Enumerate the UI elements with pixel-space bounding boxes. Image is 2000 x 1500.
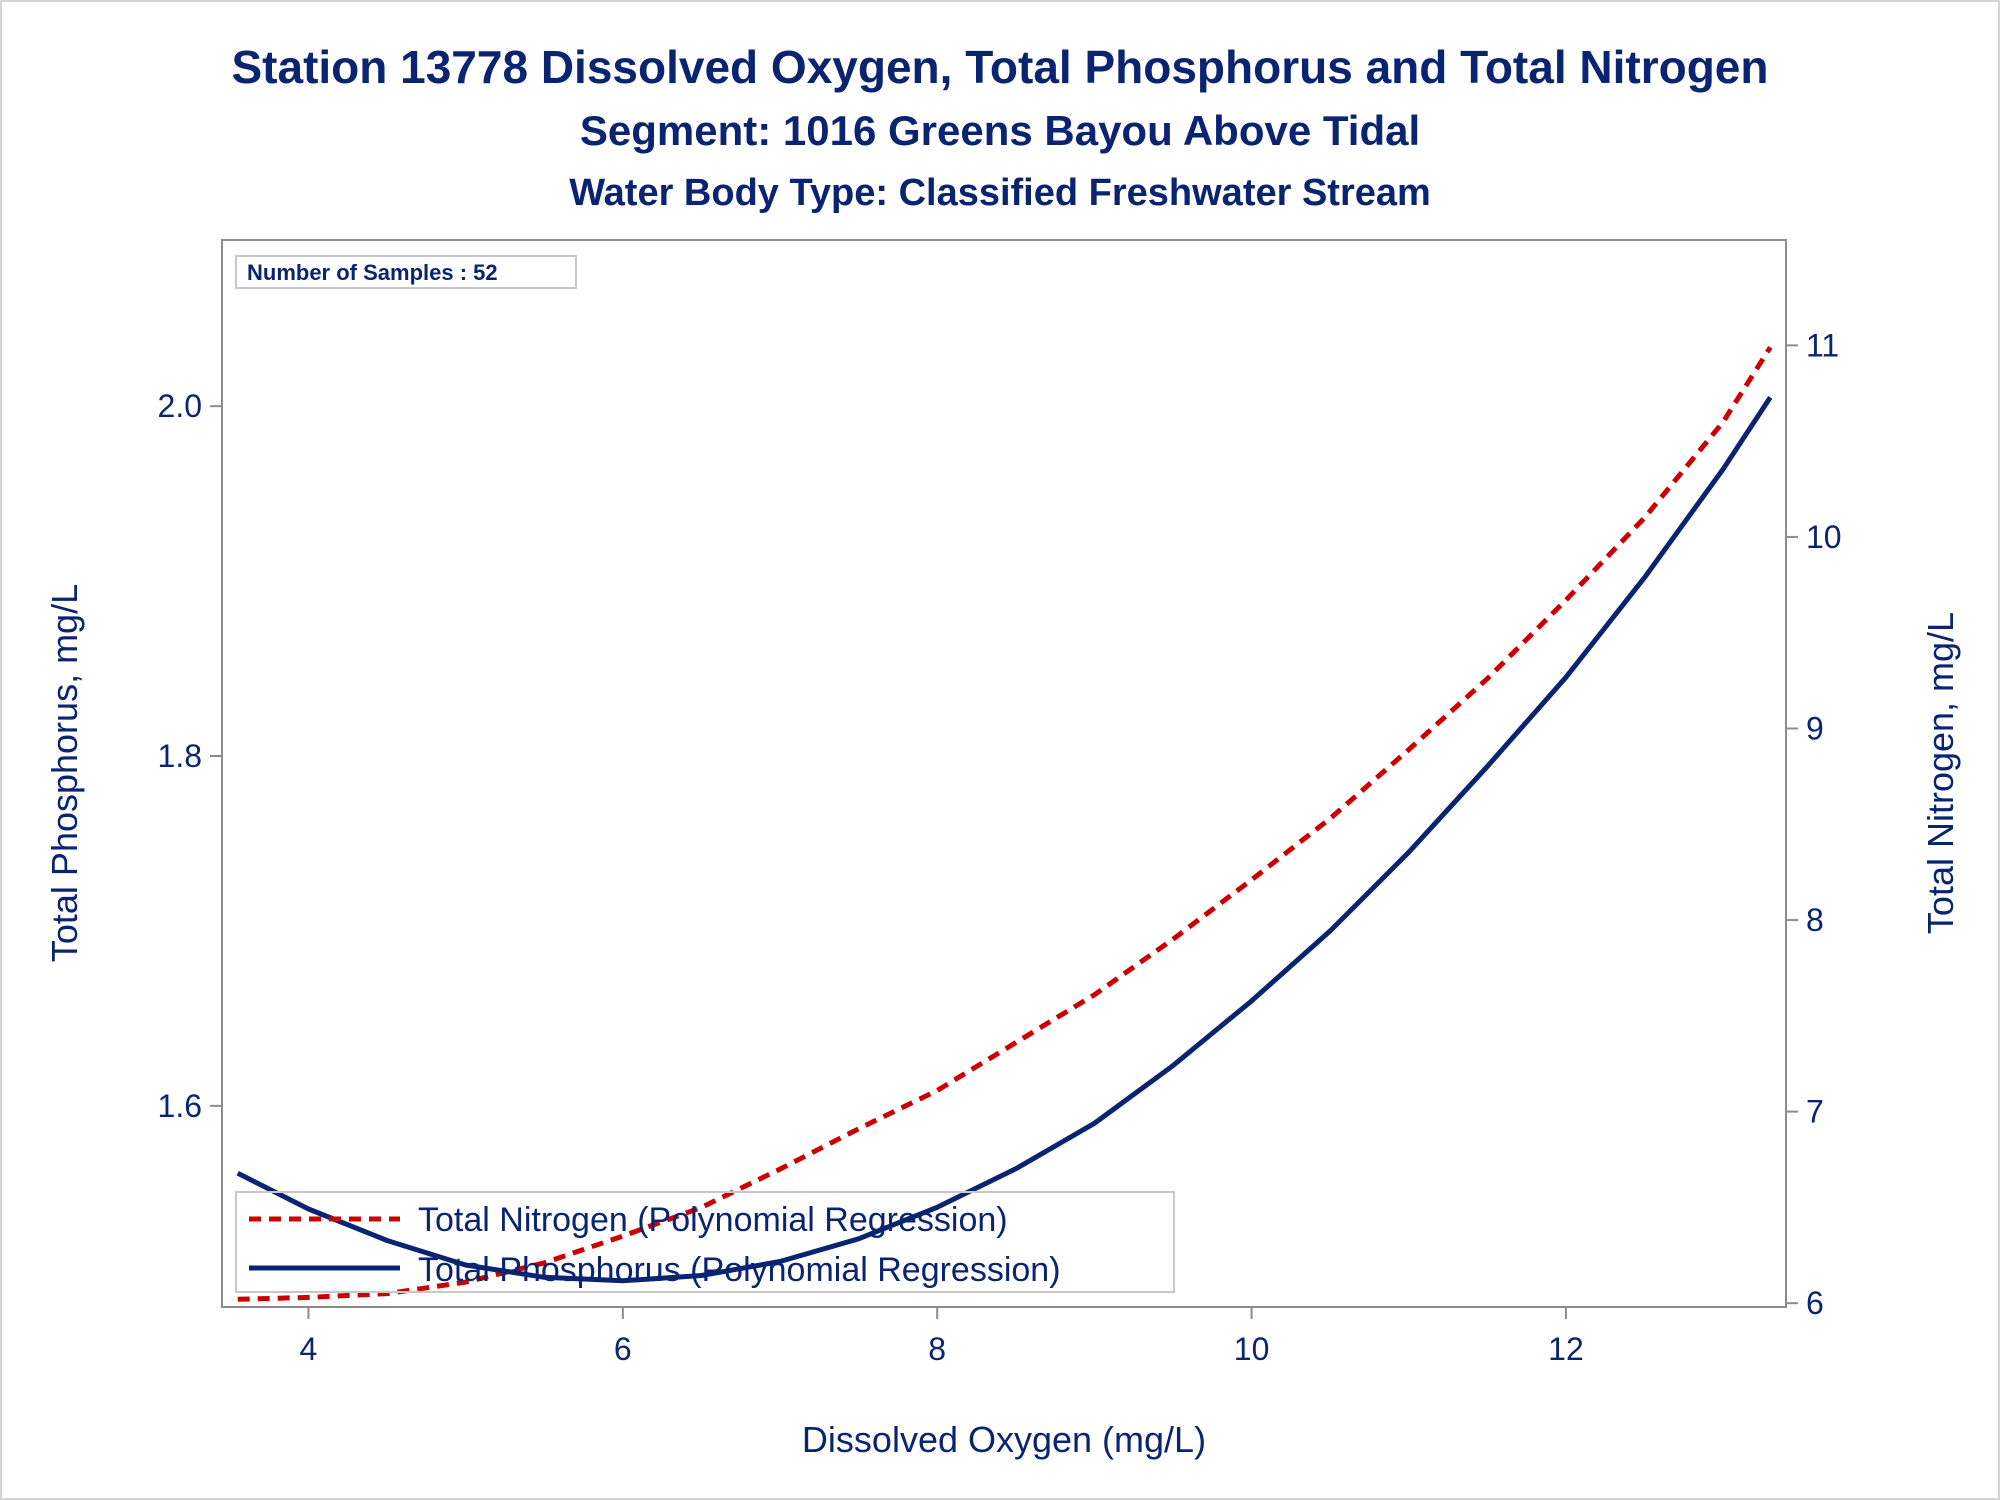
- y-right-tick-label: 6: [1806, 1285, 1824, 1321]
- plot-area: [221, 239, 1787, 1308]
- y-left-tick-label: 2.0: [158, 388, 202, 424]
- sample-count-box: [235, 255, 577, 289]
- series-layer: [236, 345, 1773, 1302]
- legend-box: [235, 1191, 1175, 1293]
- y-axis-right-label: Total Nitrogen, mg/L: [1920, 612, 1961, 934]
- sample-count-text: Number of Samples : 52: [247, 260, 498, 285]
- y-right-tick-label: 11: [1806, 327, 1839, 363]
- chart-title: Station 13778 Dissolved Oxygen, Total Ph…: [231, 41, 1768, 93]
- chart-subtitle2: Water Body Type: Classified Freshwater S…: [569, 172, 1431, 214]
- x-tick-label: 4: [300, 1331, 318, 1367]
- sample-count-inset: Number of Samples : 52: [235, 255, 577, 289]
- y-right-tick-label: 9: [1806, 710, 1824, 746]
- x-tick-label: 6: [614, 1331, 632, 1367]
- y-right-tick-label: 8: [1806, 902, 1824, 938]
- x-tick-label: 12: [1548, 1331, 1584, 1367]
- y-axis-left-label: Total Phosphorus, mg/L: [44, 584, 85, 962]
- x-tick-label: 10: [1234, 1331, 1270, 1367]
- legend: Total Nitrogen (Polynomial Regression) T…: [235, 1191, 1175, 1293]
- legend-label-phosphorus: Total Phosphorus (Polynomial Regression): [418, 1251, 1061, 1289]
- y-axis-left: 1.6 1.8 2.0: [158, 388, 222, 1124]
- chart-subtitle: Segment: 1016 Greens Bayou Above Tidal: [580, 107, 1420, 154]
- x-axis: 4 6 8 10 12: [300, 1307, 1584, 1367]
- y-right-tick-label: 10: [1806, 519, 1842, 555]
- series-line-total-nitrogen: [237, 345, 1773, 1302]
- x-axis-label: Dissolved Oxygen (mg/L): [802, 1419, 1206, 1460]
- x-tick-label: 8: [928, 1331, 946, 1367]
- y-axis-right: 6 7 8 9 10 11: [1786, 327, 1842, 1321]
- series-line-total-phosphorus: [236, 396, 1773, 1284]
- y-left-tick-label: 1.6: [158, 1088, 202, 1124]
- legend-label-nitrogen: Total Nitrogen (Polynomial Regression): [418, 1201, 1008, 1239]
- y-right-tick-label: 7: [1806, 1094, 1824, 1130]
- y-left-tick-label: 1.8: [158, 738, 202, 774]
